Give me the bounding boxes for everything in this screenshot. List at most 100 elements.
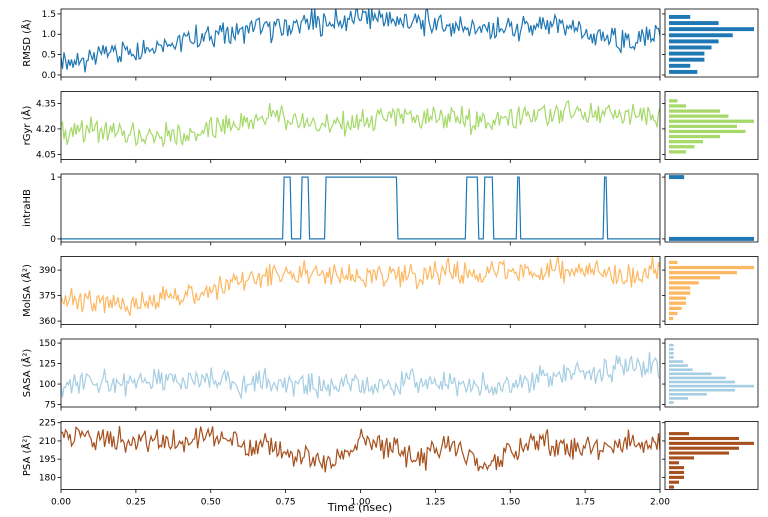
histogram-bar	[669, 356, 674, 359]
histogram-bar	[669, 456, 694, 460]
y-tick-label: 1.5	[42, 10, 56, 20]
y-axis-label: MolSA (Å²)	[20, 264, 33, 317]
y-axis-label: RMSD (Å)	[20, 19, 33, 67]
y-tick-label: 125	[39, 360, 56, 370]
histogram-bar	[669, 271, 737, 275]
histogram-bar	[669, 470, 684, 475]
panel-2: 0 1 intraHB	[22, 173, 759, 246]
histogram-bar	[669, 114, 729, 118]
histogram-bar	[669, 33, 733, 38]
histogram-bar	[669, 461, 679, 465]
x-tick-label: 1.25	[425, 498, 445, 508]
histogram-bar	[669, 296, 686, 300]
panel-3: 360 375 390 MolSA (Å²)	[20, 256, 759, 328]
y-tick-label: 375	[39, 292, 56, 302]
x-tick-label: 1.50	[500, 498, 520, 508]
x-axis: 0.00 0.25 0.50 0.75 1.00 1.25 1.50 1.75 2.00	[51, 498, 670, 508]
histogram	[662, 421, 759, 490]
y-axis-label: rGyr (Å)	[20, 106, 33, 146]
y-tick-label: 390	[39, 266, 56, 276]
histogram-bar	[669, 485, 674, 489]
histogram-bar	[669, 51, 705, 56]
histogram	[662, 338, 759, 408]
x-tick-label: 0.25	[126, 498, 146, 508]
histogram	[662, 173, 759, 243]
panel-5: 180 195 210 225 PSA (Å²)	[20, 419, 759, 493]
histogram	[662, 91, 759, 160]
histogram-frame	[664, 338, 759, 408]
x-tick-label: 0.75	[276, 498, 296, 508]
plot-frame	[60, 91, 661, 160]
histogram-bar	[669, 311, 678, 316]
y-tick-label: 1	[50, 173, 56, 183]
histogram-bar	[669, 63, 691, 68]
histogram-frame	[664, 8, 759, 78]
histogram-bar	[669, 124, 737, 128]
y-tick-label: 4.20	[36, 125, 56, 135]
histogram-frame	[664, 256, 759, 325]
series-line	[61, 176, 660, 240]
histogram-bar	[669, 441, 754, 445]
histogram-bar	[669, 432, 689, 436]
histogram-bar	[669, 69, 698, 74]
histogram-bar	[669, 175, 685, 180]
histogram-bar	[669, 364, 688, 367]
histogram-bar	[669, 119, 754, 123]
histogram-frame	[664, 173, 759, 243]
histogram-frame	[664, 91, 759, 160]
x-tick-label: 0.00	[51, 498, 71, 508]
x-axis-label: Time (nsec)	[327, 501, 393, 514]
series-line	[61, 426, 660, 473]
histogram-bar	[669, 352, 674, 355]
y-tick-label: 0.0	[42, 71, 57, 81]
x-tick-label: 0.50	[201, 498, 221, 508]
plot-frame	[60, 256, 661, 325]
histogram-bar	[669, 21, 719, 26]
y-tick-label: 150	[39, 339, 56, 349]
histogram-bar	[669, 236, 754, 241]
histogram-bar	[669, 446, 739, 450]
histogram-bar	[669, 343, 674, 347]
plot-frame	[60, 8, 661, 78]
series-line	[61, 9, 660, 73]
histogram-bar	[669, 104, 686, 108]
x-tick-label: 1.75	[575, 498, 595, 508]
series-line	[61, 100, 660, 149]
panel-0: 0.0 0.5 1.0 1.5 RMSD (Å)	[20, 8, 759, 81]
histogram-bar	[669, 466, 684, 470]
histogram-bar	[669, 436, 739, 441]
histogram-bar	[669, 286, 691, 290]
histogram-bar	[669, 140, 703, 144]
histogram-bar	[669, 451, 729, 455]
histogram-bar	[669, 372, 712, 376]
series-line	[61, 351, 660, 399]
y-tick-label: 225	[39, 419, 56, 429]
histogram-bar	[669, 39, 719, 44]
histogram-bar	[669, 150, 686, 154]
panel-4: 75 100 125 150 SASA (Å²)	[20, 338, 759, 411]
y-tick-label: 100	[39, 380, 56, 390]
histogram-bar	[669, 57, 705, 62]
histogram-bar	[669, 401, 674, 404]
y-axis-label: intraHB	[22, 189, 33, 227]
histogram-bar	[669, 392, 707, 396]
y-tick-label: 180	[39, 473, 56, 483]
histogram-bar	[669, 276, 720, 280]
histogram-bar	[669, 129, 746, 134]
histogram-bar	[669, 397, 688, 400]
histogram-bar	[669, 291, 691, 295]
histogram-bar	[669, 134, 720, 139]
histogram-bar	[669, 27, 754, 32]
y-axis-label: SASA (Å²)	[20, 349, 33, 398]
histogram-bar	[669, 260, 678, 265]
x-tick-label: 1.00	[350, 498, 370, 508]
histogram-bar	[669, 384, 754, 388]
series-line	[61, 256, 660, 316]
histogram-frame	[664, 421, 759, 490]
y-tick-label: 4.05	[36, 150, 56, 160]
y-axis-label: PSA (Å²)	[20, 435, 33, 476]
histogram-bar	[669, 360, 684, 363]
